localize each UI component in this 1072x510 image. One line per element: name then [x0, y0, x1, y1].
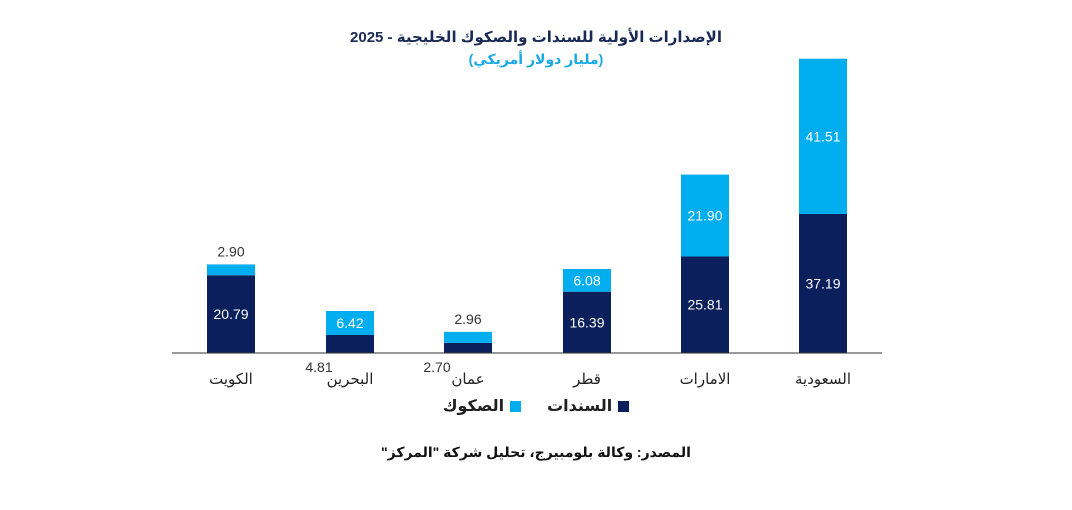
bar-bonds-uae [681, 256, 729, 353]
chart-title: الإصدارات الأولية للسندات والصكوك الخليج… [350, 29, 722, 46]
bar-bonds-saudi [799, 213, 847, 353]
legend-item-sukuk: الصكوك [442, 396, 522, 416]
label-sukuk-kuwait: 2.90 [217, 243, 244, 259]
label-sukuk-oman: 2.96 [454, 311, 481, 327]
label-bonds-saudi: 37.19 [805, 275, 840, 291]
legend-item-bonds: السندات [547, 396, 630, 416]
legend-label-sukuk: الصكوك [442, 398, 505, 415]
label-sukuk-qatar: 6.08 [573, 272, 600, 288]
label-sukuk-uae: 21.90 [687, 208, 722, 224]
label-sukuk-saudi: 41.51 [805, 128, 840, 144]
legend-label-bonds: السندات [547, 398, 613, 415]
bar-sukuk-uae [681, 174, 729, 257]
category-label-saudi: السعودية [795, 370, 851, 388]
legend-swatch-sukuk [510, 400, 522, 412]
label-bonds-bahrain: 4.81 [305, 359, 332, 375]
label-bonds-qatar: 16.39 [569, 314, 604, 330]
bar-bonds-oman [444, 342, 492, 353]
category-label-qatar: قطر [572, 370, 601, 388]
category-label-kuwait: الكويت [209, 370, 253, 388]
bar-sukuk-bahrain [326, 310, 374, 336]
label-bonds-oman: 2.70 [423, 359, 450, 375]
bar-sukuk-saudi [799, 58, 847, 214]
label-bonds-uae: 25.81 [687, 297, 722, 313]
category-label-bahrain: البحرين [327, 370, 374, 388]
bar-bonds-kuwait [207, 275, 255, 353]
chart-legend: السندات الصكوك [0, 396, 1072, 416]
category-label-oman: عمان [451, 370, 484, 388]
bar-sukuk-oman [444, 331, 492, 343]
chart-subtitle: (مليار دولار أمريكي) [468, 51, 604, 67]
label-bonds-kuwait: 20.79 [213, 306, 248, 322]
legend-swatch-bonds [618, 400, 630, 412]
bar-bonds-bahrain [326, 335, 374, 353]
label-sukuk-bahrain: 6.42 [336, 315, 363, 331]
bar-sukuk-qatar [563, 268, 611, 292]
category-label-uae: الامارات [680, 370, 731, 388]
source-note: المصدر: وكالة بلومبيرج، تحليل شركة "المر… [381, 444, 691, 460]
bar-bonds-qatar [563, 291, 611, 353]
bar-sukuk-kuwait [207, 264, 255, 276]
